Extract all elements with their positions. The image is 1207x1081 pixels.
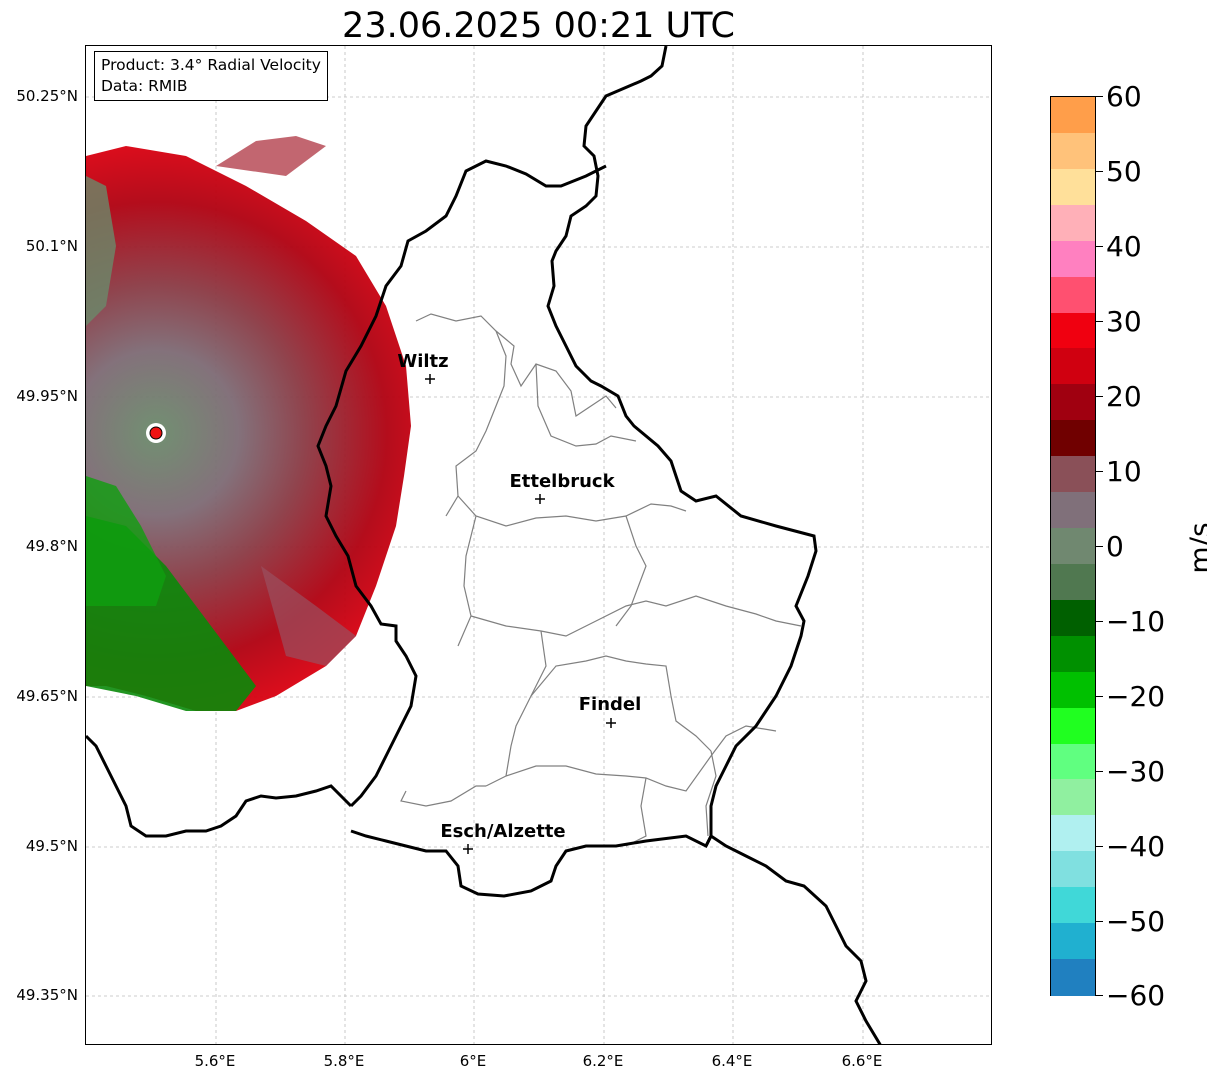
- colorbar-band: [1051, 204, 1095, 242]
- colorbar-band: [1051, 420, 1095, 457]
- colorbar-label: 0: [1106, 530, 1124, 563]
- velocity-echo: [86, 136, 411, 711]
- colorbar-label: 50: [1106, 155, 1142, 188]
- lat-label: 50.25°N: [16, 87, 78, 105]
- data-source-label: Data: RMIB: [101, 77, 188, 95]
- colorbar-band: [1051, 312, 1095, 350]
- city-label-findel: Findel: [578, 694, 642, 715]
- lat-label: 49.8°N: [25, 537, 78, 555]
- map-title: 23.06.2025 00:21 UTC: [342, 6, 735, 46]
- lon-label: 5.6°E: [194, 1052, 236, 1070]
- colorbar-tick: [1096, 171, 1103, 172]
- city-label-wiltz: Wiltz: [397, 351, 449, 372]
- colorbar-label: 40: [1106, 230, 1142, 263]
- radar-site-marker: [149, 426, 163, 440]
- colorbar-band: [1051, 599, 1095, 637]
- colorbar-label: 60: [1106, 80, 1142, 113]
- map-area[interactable]: [85, 45, 992, 1045]
- colorbar-band: [1051, 959, 1095, 996]
- city-label-ettelbruck: Ettelbruck: [509, 471, 615, 492]
- colorbar-band: [1051, 528, 1095, 565]
- colorbar-band: [1051, 671, 1095, 709]
- lat-label: 49.95°N: [16, 387, 78, 405]
- colorbar-tick: [1096, 546, 1103, 547]
- colorbar-tick: [1096, 246, 1103, 247]
- product-label: Product: 3.4° Radial Velocity: [101, 56, 321, 74]
- colorbar-band: [1051, 492, 1095, 529]
- colorbar-band: [1051, 743, 1095, 781]
- map-canvas: [86, 46, 991, 1044]
- city-label-esch-alzette: Esch/Alzette: [440, 821, 566, 842]
- national-borders: [86, 46, 882, 1044]
- lon-label: 6.2°E: [582, 1052, 624, 1070]
- lat-label: 50.1°N: [25, 237, 78, 255]
- product-info-box: Product: 3.4° Radial Velocity Data: RMIB: [94, 51, 328, 101]
- colorbar-band: [1051, 779, 1095, 816]
- colorbar-band: [1051, 168, 1095, 206]
- colorbar-tick: [1096, 621, 1103, 622]
- colorbar-tick: [1096, 321, 1103, 322]
- city-markers: [425, 374, 616, 854]
- lon-label: 6.6°E: [841, 1052, 883, 1070]
- lat-label: 49.65°N: [16, 687, 78, 705]
- colorbar-label: −60: [1106, 979, 1166, 1012]
- lon-label: 6.4°E: [711, 1052, 753, 1070]
- colorbar-label: 10: [1106, 455, 1142, 488]
- colorbar-label: 20: [1106, 380, 1142, 413]
- colorbar-band: [1051, 635, 1095, 673]
- colorbar-band: [1051, 923, 1095, 960]
- canton-borders: [400, 313, 802, 847]
- colorbar-tick: [1096, 921, 1103, 922]
- colorbar-unit-label: m/s: [1183, 522, 1207, 574]
- colorbar-band: [1051, 707, 1095, 745]
- colorbar-label: −10: [1106, 605, 1166, 638]
- lon-label: 5.8°E: [323, 1052, 365, 1070]
- colorbar-band: [1051, 456, 1095, 493]
- colorbar-band: [1051, 276, 1095, 314]
- colorbar-label: −40: [1106, 830, 1166, 863]
- colorbar-band: [1051, 563, 1095, 601]
- colorbar-band: [1051, 348, 1095, 385]
- colorbar-tick: [1096, 771, 1103, 772]
- colorbar-tick: [1096, 846, 1103, 847]
- colorbar-label: 30: [1106, 305, 1142, 338]
- colorbar-label: −50: [1106, 905, 1166, 938]
- colorbar-tick: [1096, 96, 1103, 97]
- lat-label: 49.5°N: [25, 837, 78, 855]
- colorbar-tick: [1096, 396, 1103, 397]
- colorbar-band: [1051, 384, 1095, 421]
- colorbar-band: [1051, 851, 1095, 888]
- colorbar-tick: [1096, 995, 1103, 996]
- colorbar-tick: [1096, 471, 1103, 472]
- colorbar-band: [1051, 132, 1095, 170]
- colorbar-tick: [1096, 696, 1103, 697]
- colorbar-band: [1051, 97, 1095, 134]
- velocity-colorbar: [1050, 96, 1096, 996]
- colorbar-band: [1051, 815, 1095, 852]
- colorbar-label: −20: [1106, 680, 1166, 713]
- lon-label: 6°E: [459, 1052, 487, 1070]
- lat-label: 49.35°N: [16, 986, 78, 1004]
- colorbar-label: −30: [1106, 755, 1166, 788]
- colorbar-band: [1051, 240, 1095, 278]
- colorbar-band: [1051, 887, 1095, 924]
